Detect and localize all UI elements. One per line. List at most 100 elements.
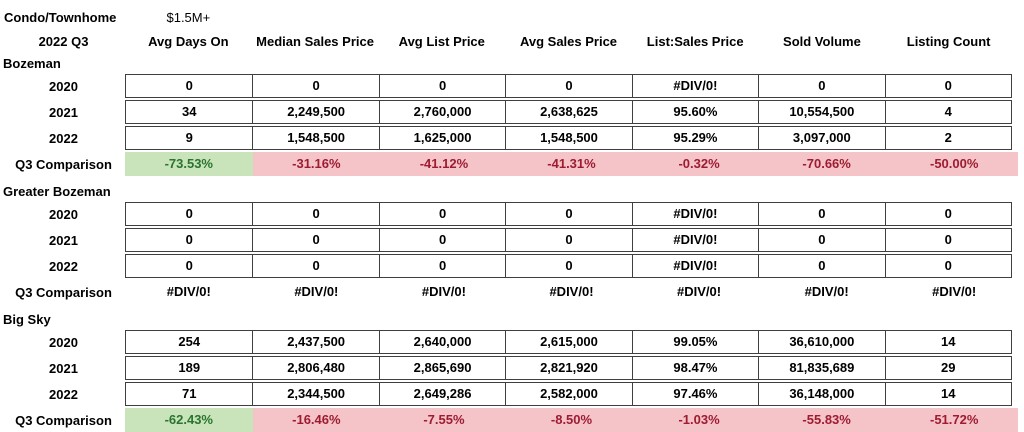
- table-cell: 0: [884, 75, 1011, 97]
- table-cell: 29: [884, 357, 1011, 379]
- table-cell: 98.47%: [631, 357, 758, 379]
- row-cells: 189 2,806,480 2,865,690 2,821,920 98.47%…: [125, 356, 1012, 380]
- table-cell: 0: [378, 255, 505, 277]
- table-cell: 99.05%: [631, 331, 758, 353]
- column-header-row: 2022 Q3 Avg Days On Median Sales Price A…: [2, 28, 1012, 54]
- table-cell: 2,821,920: [505, 357, 631, 379]
- table-row: 2022 9 1,548,500 1,625,000 1,548,500 95.…: [2, 126, 1012, 150]
- year-label: 2020: [49, 78, 78, 94]
- table-row: 2020 0 0 0 0 #DIV/0! 0 0: [2, 202, 1012, 226]
- table-cell: 0: [252, 75, 378, 97]
- table-cell: #DIV/0!: [631, 75, 758, 97]
- table-cell: 34: [181, 104, 197, 119]
- table-row: 2020 254 2,437,500 2,640,000 2,615,000 9…: [2, 330, 1012, 354]
- table-cell: 0: [252, 203, 378, 225]
- year-label: 2022: [49, 258, 78, 274]
- table-cell: 189: [178, 360, 201, 375]
- comparison-label: Q3 Comparison: [15, 284, 112, 300]
- property-type-label: Condo/Townhome: [4, 9, 117, 25]
- year-label: 2021: [49, 232, 78, 248]
- table-cell: 0: [884, 255, 1011, 277]
- comparison-cell-plain: #DIV/0!: [166, 284, 211, 299]
- comparison-row: Q3 Comparison #DIV/0! #DIV/0! #DIV/0! #D…: [2, 280, 1012, 304]
- section-title: Bozeman: [3, 56, 61, 71]
- table-cell: 254: [178, 334, 201, 349]
- table-cell: 0: [378, 75, 505, 97]
- row-cells: 0 0 0 0 #DIV/0! 0 0: [125, 202, 1012, 226]
- comparison-cell-bad: -41.31%: [507, 152, 636, 176]
- section-greater-bozeman: Greater Bozeman 2020 0 0 0 0 #DIV/0! 0 0…: [2, 182, 1012, 304]
- comparison-label: Q3 Comparison: [15, 412, 112, 428]
- table-cell: 0: [758, 203, 884, 225]
- comparison-row: Q3 Comparison -62.43% -16.46% -7.55% -8.…: [2, 408, 1018, 432]
- table-cell: 0: [758, 75, 884, 97]
- table-cell: 0: [252, 229, 378, 251]
- column-header-listing-count: Listing Count: [906, 33, 991, 49]
- comparison-cell-plain: #DIV/0!: [549, 284, 594, 299]
- row-cells: 71 2,344,500 2,649,286 2,582,000 97.46% …: [125, 382, 1012, 406]
- table-cell: 0: [505, 75, 631, 97]
- table-cell: 0: [758, 229, 884, 251]
- year-label: 2021: [49, 104, 78, 120]
- row-cells: 254 2,437,500 2,640,000 2,615,000 99.05%…: [125, 330, 1012, 354]
- table-cell: 97.46%: [631, 383, 758, 405]
- year-label: 2020: [49, 206, 78, 222]
- table-cell: 2,437,500: [252, 331, 378, 353]
- table-cell: #DIV/0!: [631, 203, 758, 225]
- table-cell: 4: [884, 101, 1011, 123]
- comparison-cell-bad: -0.32%: [635, 152, 763, 176]
- title-row: Condo/Townhome $1.5M+: [2, 6, 1012, 28]
- table-cell: 0: [505, 229, 631, 251]
- table-row: 2021 0 0 0 0 #DIV/0! 0 0: [2, 228, 1012, 252]
- table-row: 2022 0 0 0 0 #DIV/0! 0 0: [2, 254, 1012, 278]
- comparison-cell-bad: -55.83%: [762, 408, 891, 432]
- column-header-median-sales-price: Median Sales Price: [256, 33, 374, 49]
- table-cell: 2,615,000: [505, 331, 631, 353]
- year-label: 2020: [49, 334, 78, 350]
- comparison-cell-bad: -70.66%: [762, 152, 891, 176]
- table-cell: 0: [505, 255, 631, 277]
- row-cells: 0 0 0 0 #DIV/0! 0 0: [125, 74, 1012, 98]
- table-cell: 95.29%: [631, 127, 758, 149]
- comparison-cell-bad: -50.00%: [890, 152, 1018, 176]
- comparison-cell-bad: -16.46%: [252, 408, 381, 432]
- comparison-cell-bad: -8.50%: [507, 408, 636, 432]
- comparison-cell-good: -73.53%: [125, 152, 253, 176]
- year-label: 2022: [49, 386, 78, 402]
- table-cell: 2,760,000: [378, 101, 505, 123]
- comparison-cell-bad: -51.72%: [890, 408, 1018, 432]
- row-cells: 34 2,249,500 2,760,000 2,638,625 95.60% …: [125, 100, 1012, 124]
- table-cell: 0: [884, 229, 1011, 251]
- comparison-cell-bad: -7.55%: [380, 408, 508, 432]
- table-cell: 0: [185, 206, 193, 221]
- comparison-cell-bad: -1.03%: [635, 408, 763, 432]
- table-cell: 2,249,500: [252, 101, 378, 123]
- table-cell: 0: [758, 255, 884, 277]
- table-row: 2021 34 2,249,500 2,760,000 2,638,625 95…: [2, 100, 1012, 124]
- table-cell: 36,148,000: [758, 383, 884, 405]
- period-label: 2022 Q3: [38, 33, 89, 49]
- table-cell: 0: [185, 258, 193, 273]
- section-title: Big Sky: [3, 312, 51, 327]
- comparison-cell-bad: -41.12%: [380, 152, 508, 176]
- table-row: 2021 189 2,806,480 2,865,690 2,821,920 9…: [2, 356, 1012, 380]
- table-cell: 14: [884, 331, 1011, 353]
- comparison-cells: #DIV/0! #DIV/0! #DIV/0! #DIV/0! #DIV/0! …: [125, 280, 1018, 304]
- table-cell: 81,835,689: [758, 357, 884, 379]
- year-label: 2021: [49, 360, 78, 376]
- comparison-cell-plain: #DIV/0!: [804, 284, 849, 299]
- table-cell: 2,649,286: [378, 383, 505, 405]
- table-cell: 9: [185, 130, 193, 145]
- row-cells: 9 1,548,500 1,625,000 1,548,500 95.29% 3…: [125, 126, 1012, 150]
- table-cell: 2,344,500: [252, 383, 378, 405]
- section-bozeman: Bozeman 2020 0 0 0 0 #DIV/0! 0 0 2021 34…: [2, 54, 1018, 176]
- table-cell: 0: [378, 229, 505, 251]
- table-cell: 1,548,500: [505, 127, 631, 149]
- table-cell: #DIV/0!: [631, 255, 758, 277]
- section-title: Greater Bozeman: [3, 184, 111, 199]
- table-cell: 2,865,690: [378, 357, 505, 379]
- column-header-avg-sales-price: Avg Sales Price: [519, 33, 618, 49]
- table-cell: 2,640,000: [378, 331, 505, 353]
- row-cells: 0 0 0 0 #DIV/0! 0 0: [125, 254, 1012, 278]
